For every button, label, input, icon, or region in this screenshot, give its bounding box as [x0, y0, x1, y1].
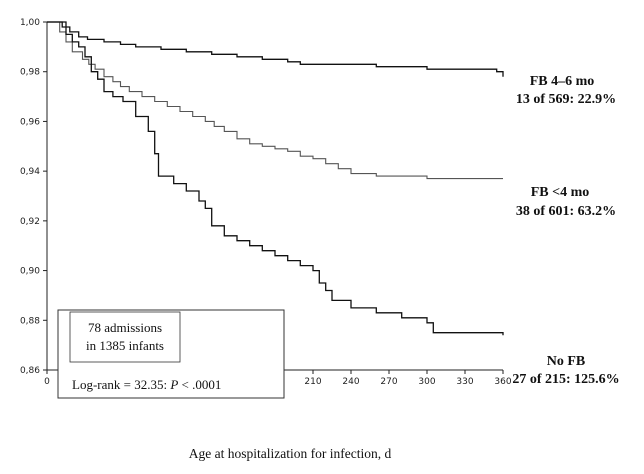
- y-tick-label: 0,90: [20, 267, 40, 277]
- logrank-p-value: < .0001: [178, 377, 221, 392]
- y-tick-label: 0,86: [20, 366, 40, 376]
- x-tick-label: 240: [342, 377, 359, 387]
- series-label-no-fb: No FB: [547, 354, 586, 369]
- series-labels: FB 4–6 mo 13 of 569: 22.9% FB <4 mo 38 o…: [512, 74, 619, 387]
- series-label-no-fb-stats: 27 of 215: 125.6%: [512, 372, 619, 387]
- admissions-line1: 78 admissions: [88, 320, 162, 335]
- x-tick-label: 0: [44, 377, 50, 387]
- series-label-fb-lt4-stats: 38 of 601: 63.2%: [516, 204, 616, 219]
- series-lines: [47, 21, 504, 336]
- y-tick-label: 1,00: [20, 18, 40, 28]
- x-tick-label: 210: [304, 377, 321, 387]
- series-line-2: [47, 21, 504, 336]
- admissions-box: [69, 311, 181, 363]
- series-label-fb-4-6-stats: 13 of 569: 22.9%: [516, 92, 616, 107]
- x-tick-label: 300: [418, 377, 435, 387]
- series-label-fb-4-6: FB 4–6 mo: [530, 74, 595, 89]
- y-tick-label: 0,88: [20, 316, 40, 326]
- y-tick-label: 0,96: [20, 117, 40, 127]
- admissions-line2: in 1385 infants: [86, 338, 164, 353]
- x-tick-label: 360: [494, 377, 511, 387]
- series-label-fb-lt4: FB <4 mo: [531, 185, 590, 200]
- logrank-text: Log-rank = 32.35: P < .0001: [72, 377, 221, 392]
- x-tick-label: 330: [456, 377, 473, 387]
- y-tick-label: 0,94: [20, 167, 40, 177]
- x-axis-title: Age at hospitalization for infection, d: [189, 446, 392, 461]
- series-line-1: [47, 21, 503, 180]
- annotation-border: [57, 309, 285, 399]
- x-tick-label: 270: [380, 377, 397, 387]
- y-tick-label: 0,98: [20, 68, 40, 78]
- y-tick-label: 0,92: [20, 217, 40, 227]
- logrank-p-italic: P: [169, 377, 178, 392]
- annotation-box: 78 admissions in 1385 infants Log-rank =…: [57, 309, 285, 399]
- logrank-label: Log-rank = 32.35:: [72, 377, 170, 392]
- series-line-0: [47, 21, 504, 77]
